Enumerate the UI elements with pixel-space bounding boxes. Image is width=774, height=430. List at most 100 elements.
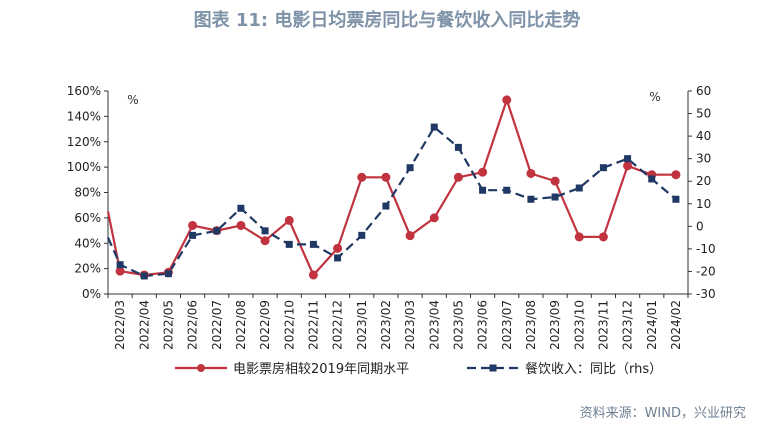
- right-tick-label: 50: [696, 107, 711, 121]
- x-tick-label: 2022/08: [234, 300, 248, 350]
- catering-revenue-point: [140, 272, 148, 280]
- right-tick-label: 20: [696, 174, 711, 188]
- tick-labels: 0% 20% 40% 60% 80% 100% 120% 140% 160% -30 -20 -10 0…: [67, 84, 716, 350]
- box-office-point: [502, 95, 512, 105]
- catering-revenue-point: [358, 231, 366, 239]
- x-tick-label: 2022/11: [306, 300, 320, 350]
- right-tick-label: 40: [696, 129, 711, 143]
- x-tick-label: 2023/09: [548, 300, 562, 350]
- legend-catering-marker: [489, 364, 497, 372]
- series-markers: [115, 95, 681, 280]
- catering-revenue-point: [261, 227, 269, 235]
- box-office-point: [478, 167, 488, 177]
- x-tick-label: 2023/08: [524, 300, 538, 350]
- left-tick-label: 140%: [67, 109, 101, 123]
- catering-revenue-point: [624, 155, 632, 163]
- left-tick-label: 120%: [67, 135, 101, 149]
- catering-revenue-point: [309, 240, 317, 248]
- x-tick-label: 2023/12: [621, 300, 635, 350]
- legend: 电影票房相较2019年同期水平 餐饮收入：同比（rhs）: [175, 361, 662, 377]
- catering-revenue-point: [575, 184, 583, 192]
- x-tick-label: 2023/03: [403, 300, 417, 350]
- left-tick-label: 20%: [74, 262, 101, 276]
- x-tick-label: 2022/10: [282, 300, 296, 350]
- right-tick-label: 60: [696, 84, 711, 98]
- x-tick-label: 2023/07: [500, 300, 514, 350]
- catering-revenue-point: [164, 270, 172, 278]
- line-chart: 0% 20% 40% 60% 80% 100% 120% 140% 160% -30 -20 -10 0…: [67, 84, 716, 377]
- left-tick-label: 0%: [82, 287, 101, 301]
- x-tick-label: 2023/06: [476, 300, 490, 350]
- catering-revenue-point: [237, 204, 245, 212]
- x-tick-label: 2022/05: [161, 300, 175, 350]
- x-tick-label: 2022/07: [210, 300, 224, 350]
- catering-revenue-point: [334, 254, 342, 262]
- catering-revenue-point: [430, 123, 438, 131]
- left-tick-label: 80%: [74, 186, 101, 200]
- box-office-point: [115, 266, 125, 276]
- box-office-point: [550, 176, 560, 186]
- x-tick-label: 2023/11: [596, 300, 610, 350]
- box-office-point: [623, 161, 633, 171]
- catering-revenue-point: [406, 164, 414, 172]
- box-office-point: [429, 213, 439, 223]
- x-tick-label: 2022/09: [258, 300, 272, 350]
- axes: [104, 90, 692, 298]
- box-office-point: [236, 220, 246, 230]
- catering-revenue-point: [527, 195, 535, 203]
- x-tick-label: 2022/03: [113, 300, 127, 350]
- catering-revenue-point: [454, 143, 462, 151]
- legend-catering-label: 餐饮收入：同比（rhs）: [525, 361, 662, 377]
- x-tick-label: 2022/06: [186, 300, 200, 350]
- box-office-point: [574, 232, 584, 242]
- x-tick-label: 2022/04: [137, 300, 151, 350]
- catering-revenue-line: [106, 125, 677, 278]
- right-tick-label: 10: [696, 197, 711, 211]
- catering-revenue-point: [503, 186, 511, 194]
- right-tick-label: 30: [696, 152, 711, 166]
- box-office-point: [381, 172, 391, 182]
- box-office-point: [453, 172, 463, 182]
- box-office-point: [188, 220, 198, 230]
- catering-revenue-point: [599, 164, 607, 172]
- left-tick-label: 100%: [67, 160, 101, 174]
- left-tick-label: 60%: [74, 211, 101, 225]
- legend-box-office-marker: [197, 364, 205, 372]
- box-office-point: [405, 231, 415, 241]
- catering-revenue-point: [551, 193, 559, 201]
- catering-revenue-point: [479, 186, 487, 194]
- right-unit-label: %: [649, 90, 660, 104]
- series-lines: [106, 96, 677, 278]
- x-tick-label: 2023/01: [355, 300, 369, 350]
- catering-revenue-point: [648, 175, 656, 183]
- x-tick-label: 2022/12: [331, 300, 345, 350]
- catering-revenue-point: [285, 240, 293, 248]
- box-office-point: [598, 232, 608, 242]
- chart-title: 图表 11: 电影日均票房同比与餐饮收入同比走势: [193, 10, 581, 31]
- x-tick-label: 2023/02: [379, 300, 393, 350]
- right-tick-label: -20: [696, 264, 716, 278]
- box-office-line: [106, 96, 676, 277]
- box-office-point: [260, 236, 270, 246]
- x-tick-label: 2023/05: [451, 300, 465, 350]
- x-tick-label: 2024/01: [645, 300, 659, 350]
- x-tick-label: 2023/10: [572, 300, 586, 350]
- right-tick-label: -30: [696, 287, 716, 301]
- box-office-point: [308, 270, 318, 280]
- legend-box-office-label: 电影票房相较2019年同期水平: [233, 361, 409, 377]
- left-tick-label: 40%: [74, 236, 101, 250]
- box-office-point: [357, 172, 367, 182]
- x-tick-label: 2023/04: [427, 300, 441, 350]
- catering-revenue-point: [213, 227, 221, 235]
- catering-revenue-point: [189, 231, 197, 239]
- box-office-point: [526, 168, 536, 178]
- box-office-point: [671, 170, 681, 180]
- catering-revenue-point: [116, 261, 124, 269]
- right-tick-label: -10: [696, 242, 716, 256]
- right-tick-label: 0: [696, 219, 704, 233]
- box-office-point: [333, 243, 343, 253]
- box-office-point: [284, 215, 294, 225]
- left-unit-label: %: [127, 93, 138, 107]
- catering-revenue-point: [672, 195, 680, 203]
- x-tick-label: 2024/02: [669, 300, 683, 350]
